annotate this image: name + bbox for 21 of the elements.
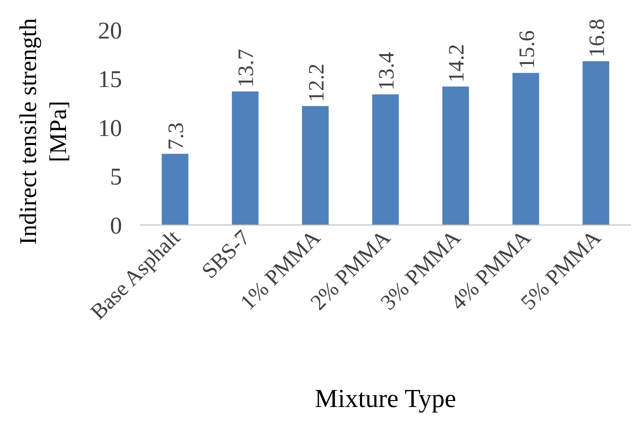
y-tick-label: 5 (110, 164, 122, 191)
bar (232, 91, 259, 225)
bar (582, 61, 610, 225)
y-axis-title: Indirect tensile strength [MPa] (16, 18, 72, 245)
y-tick-label: 20 (98, 18, 122, 44)
data-label: 13.7 (233, 48, 258, 88)
data-label: 13.4 (374, 52, 398, 90)
bar (442, 86, 469, 225)
bar (302, 106, 329, 225)
data-label: 15.6 (514, 30, 539, 69)
data-label: 16.8 (584, 18, 609, 58)
x-axis-title: Mixture Type (314, 384, 456, 413)
y-tick-label: 10 (98, 116, 122, 142)
y-tick-label: 0 (110, 213, 122, 240)
data-label: 14.2 (444, 44, 469, 83)
bar (512, 72, 540, 225)
data-label: 12.2 (303, 64, 328, 102)
bar (162, 154, 188, 225)
bar (372, 94, 399, 225)
data-label: 7.3 (163, 122, 188, 150)
y-tick-label: 15 (98, 67, 122, 94)
